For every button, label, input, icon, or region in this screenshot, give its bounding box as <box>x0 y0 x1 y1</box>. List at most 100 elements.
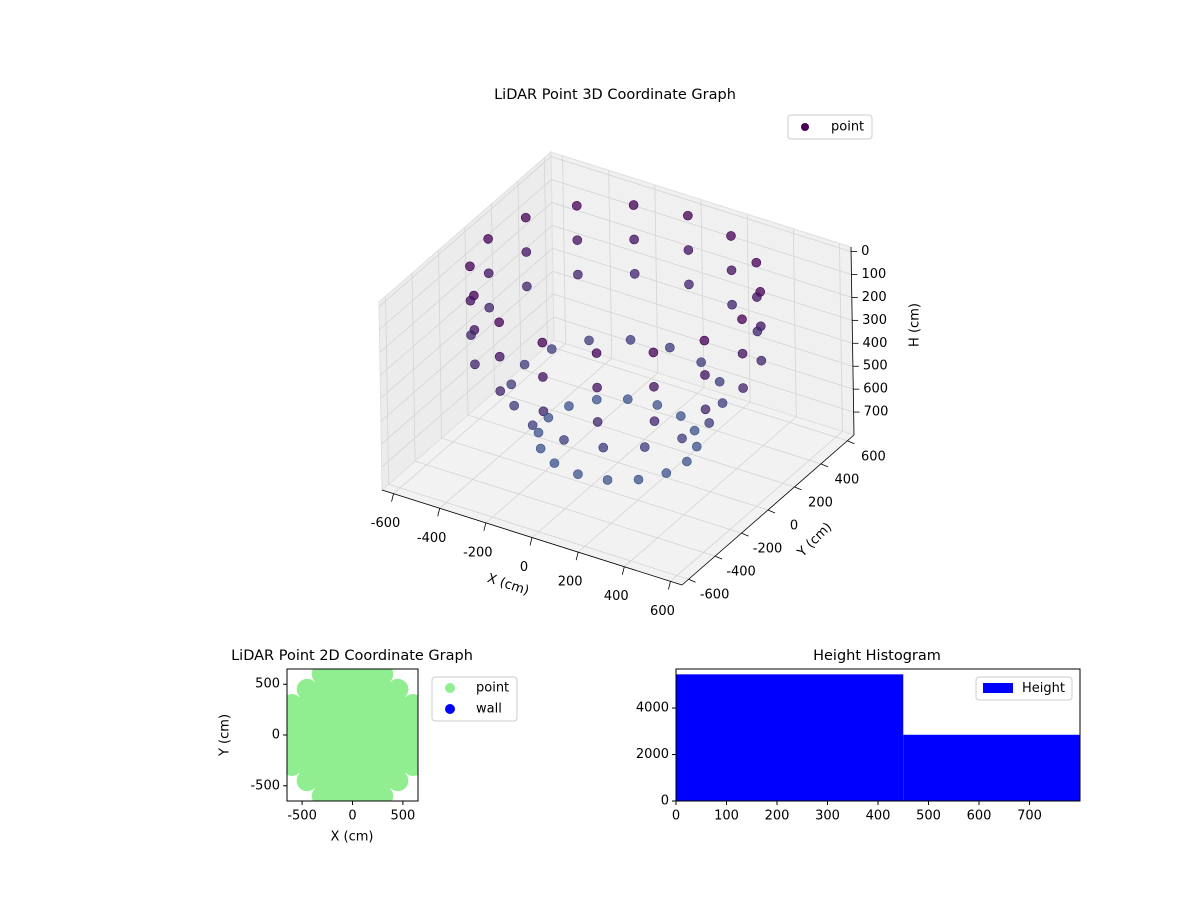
legend-label: point <box>831 120 864 135</box>
x-tick-label: 600 <box>650 604 675 619</box>
point <box>592 382 602 393</box>
point <box>495 386 506 396</box>
grid-line <box>379 202 553 353</box>
point <box>571 200 582 211</box>
grid-line <box>464 226 469 416</box>
point <box>546 344 557 354</box>
grid-line <box>380 247 553 399</box>
x-tick-label: 200 <box>558 575 583 590</box>
point <box>311 754 333 776</box>
point <box>737 314 747 325</box>
point <box>752 326 763 337</box>
bar <box>903 734 1080 801</box>
chart-title: LiDAR Point 2D Coordinate Graph <box>231 648 473 664</box>
point <box>726 265 737 276</box>
point <box>689 425 700 436</box>
point <box>572 235 583 245</box>
z-tick-label: 200 <box>862 290 887 305</box>
point <box>717 398 728 408</box>
point <box>387 724 409 746</box>
grid-line <box>552 270 854 367</box>
point <box>649 416 660 426</box>
point <box>639 442 650 452</box>
point <box>342 739 363 761</box>
point <box>311 724 333 746</box>
grid-line <box>550 156 852 252</box>
point <box>387 754 409 776</box>
point <box>296 678 318 700</box>
y-tick-label: -600 <box>700 588 730 603</box>
y-tick-label: 500 <box>255 677 280 692</box>
legend-box <box>431 676 518 722</box>
point <box>326 709 348 731</box>
grid-line <box>839 243 843 432</box>
point <box>751 257 762 268</box>
point <box>549 458 560 468</box>
x-tick-label: 0 <box>672 809 680 824</box>
point <box>700 404 711 415</box>
grid-line <box>552 247 853 344</box>
x-tick-label: -400 <box>417 531 447 546</box>
point <box>342 770 363 792</box>
y-tick-label: -200 <box>753 542 783 557</box>
grid-line <box>547 345 848 442</box>
z-tick-label: 700 <box>864 405 889 420</box>
point <box>311 709 333 731</box>
z-tick-label: 400 <box>863 336 888 351</box>
point <box>625 335 636 345</box>
y-tick-label: 0 <box>272 728 280 743</box>
grid-line <box>381 293 554 445</box>
point <box>357 724 379 746</box>
point <box>633 474 644 485</box>
point <box>527 420 538 431</box>
grid-line <box>608 170 613 359</box>
point <box>598 442 609 453</box>
grid-line <box>562 155 566 344</box>
tick-mark <box>688 578 696 583</box>
x-tick-label: 400 <box>866 809 891 824</box>
x-tick-label: 0 <box>520 560 528 575</box>
point <box>629 234 639 245</box>
tick-mark <box>767 509 776 514</box>
x-tick-label: 200 <box>765 809 790 824</box>
point <box>372 770 394 792</box>
point <box>699 335 710 346</box>
y-tick-label: 0 <box>661 794 669 809</box>
point <box>326 694 348 716</box>
y-axis-label: Y (cm) <box>218 714 233 757</box>
point <box>494 351 505 362</box>
point <box>661 468 672 478</box>
tick-mark <box>575 552 579 561</box>
point <box>372 694 394 716</box>
chart-title: LiDAR Point 3D Coordinate Graph <box>494 87 736 103</box>
point <box>726 231 736 241</box>
point <box>629 269 640 279</box>
point <box>522 281 532 292</box>
point <box>296 724 318 746</box>
point <box>326 724 348 746</box>
point <box>357 709 379 731</box>
tick-mark <box>391 493 394 502</box>
point <box>342 709 363 731</box>
x-tick-label: -600 <box>371 516 401 531</box>
legend-marker <box>801 123 809 131</box>
grid-line <box>654 184 659 373</box>
x-tick-label: -500 <box>287 809 317 824</box>
point <box>296 754 318 776</box>
point <box>466 330 476 340</box>
point <box>402 754 418 776</box>
point <box>738 383 748 393</box>
point <box>538 406 549 417</box>
x-tick-label: 600 <box>967 809 992 824</box>
point <box>676 411 686 421</box>
point <box>357 678 379 700</box>
point <box>372 754 394 776</box>
tick-mark <box>741 532 749 537</box>
tick-mark <box>483 522 487 531</box>
grid-line <box>411 273 416 462</box>
z-tick-label: 600 <box>863 382 888 397</box>
point <box>652 400 663 410</box>
x-axis-line <box>381 489 683 586</box>
point <box>296 709 318 731</box>
